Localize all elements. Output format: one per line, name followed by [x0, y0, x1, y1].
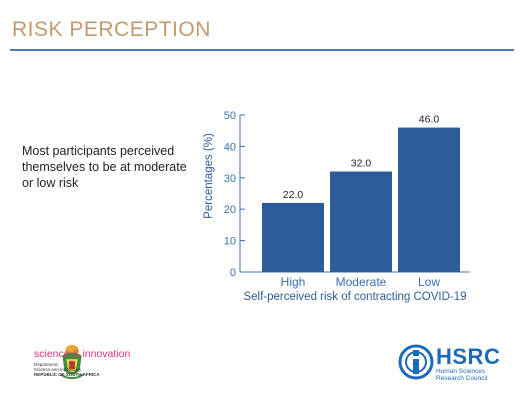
slide-title: RISK PERCEPTION: [12, 18, 211, 41]
dsi-department-text: Department: Science and Innovation REPUB…: [34, 362, 154, 377]
y-tick-label: 0: [230, 267, 236, 279]
y-tick-label: 40: [224, 141, 236, 153]
bar-low: [398, 127, 460, 272]
category-label-low: Low: [418, 275, 440, 289]
dsi-brand-text: science & innovation: [34, 348, 131, 360]
y-tick-label: 10: [224, 236, 236, 248]
title-divider: [10, 49, 514, 51]
y-tick-label: 30: [224, 173, 236, 185]
data-label-low: 46.0: [419, 114, 440, 126]
hsrc-subtitle: Human Sciences Research Council: [436, 368, 516, 382]
dsi-dept-line2: Science and Innovation: [34, 367, 81, 372]
data-label-high: 22.0: [283, 189, 304, 201]
hsrc-brand-text: HSRC: [436, 344, 501, 369]
data-label-moderate: 32.0: [351, 158, 372, 170]
bar-moderate: [330, 171, 392, 272]
slide-note: Most participants perceived themselves t…: [22, 144, 187, 190]
y-tick-label: 20: [224, 204, 236, 216]
hsrc-sub-line1: Human Sciences: [436, 368, 486, 375]
bar-high: [262, 202, 324, 272]
category-label-moderate: Moderate: [336, 275, 387, 289]
coat-of-arms-icon: [60, 344, 84, 380]
dsi-dept-line1: Department:: [34, 362, 59, 367]
category-label-high: High: [281, 275, 306, 289]
dsi-dept-line3: REPUBLIC OF SOUTH AFRICA: [34, 372, 100, 377]
hsrc-sub-line2: Research Council: [436, 375, 488, 382]
y-tick-label: 50: [224, 110, 236, 122]
x-axis-label: Self-perceived risk of contracting COVID…: [243, 291, 466, 303]
hsrc-globe-icon: [398, 344, 434, 380]
y-axis-label: Percentages (%): [203, 133, 215, 219]
